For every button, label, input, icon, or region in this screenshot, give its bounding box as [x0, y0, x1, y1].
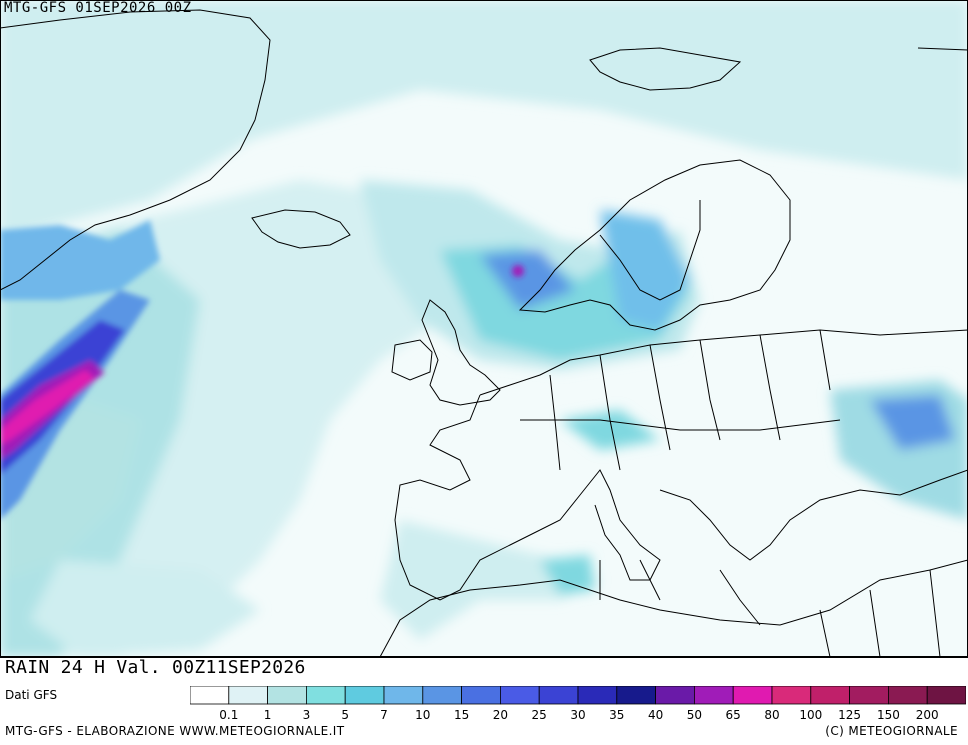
legend-swatch: [228, 686, 268, 705]
heavy-rain-band: [0, 220, 524, 520]
legend-label: 50: [687, 708, 702, 721]
legend-label: 30: [570, 708, 585, 721]
legend-label: 15: [454, 708, 469, 721]
legend-label: 40: [648, 708, 663, 721]
legend-swatch: [771, 686, 812, 705]
legend-label: 150: [877, 708, 900, 721]
data-source: Dati GFS: [5, 688, 58, 702]
legend-label: 5: [341, 708, 349, 721]
legend-swatch: [926, 686, 966, 705]
legend-swatch: [461, 686, 501, 705]
legend-swatch: [190, 686, 230, 705]
legend-label: 125: [838, 708, 861, 721]
legend-swatch: [306, 686, 346, 705]
legend-label: 25: [532, 708, 547, 721]
legend-label: 10: [415, 708, 430, 721]
legend-swatch: [538, 686, 579, 705]
model-run-title: MTG-GFS 01SEP2026 00Z: [4, 0, 192, 16]
rainfall-map: [0, 0, 968, 657]
legend-swatch: [616, 686, 656, 705]
legend-swatch: [422, 686, 463, 705]
legend-swatch: [732, 686, 773, 705]
legend-swatch: [267, 686, 307, 705]
legend-swatch: [888, 686, 928, 705]
legend-swatch: [499, 686, 540, 705]
credit-right: (C) METEOGIORNALE: [825, 724, 958, 738]
legend-label: 65: [726, 708, 741, 721]
color-legend: 0.1 1 3 5 7 10 15 20 25 30 35 40 50 65 80 100 125 150 200: [190, 686, 966, 721]
legend-swatch: [849, 686, 889, 705]
legend-label: 100: [799, 708, 822, 721]
legend-label: 200: [916, 708, 939, 721]
map-bottom-border: [0, 657, 968, 658]
rain-title: RAIN 24 H Val. 00Z11SEP2026: [5, 657, 306, 678]
coastlines: [0, 9, 968, 657]
legend-label: 0.1: [219, 708, 238, 721]
legend-label: 3: [303, 708, 311, 721]
legend-label: 1: [264, 708, 272, 721]
legend-swatch: [655, 686, 695, 705]
legend-label: 20: [493, 708, 508, 721]
legend-swatch: [810, 686, 850, 705]
legend-label: 7: [380, 708, 388, 721]
legend-swatch: [577, 686, 618, 705]
credit-left: MTG-GFS - ELABORAZIONE WWW.METEOGIORNALE…: [5, 724, 345, 738]
legend-label: 80: [764, 708, 779, 721]
legend-swatch: [344, 686, 385, 705]
legend-label: 35: [609, 708, 624, 721]
legend-swatch: [383, 686, 424, 705]
legend-swatch: [693, 686, 734, 705]
